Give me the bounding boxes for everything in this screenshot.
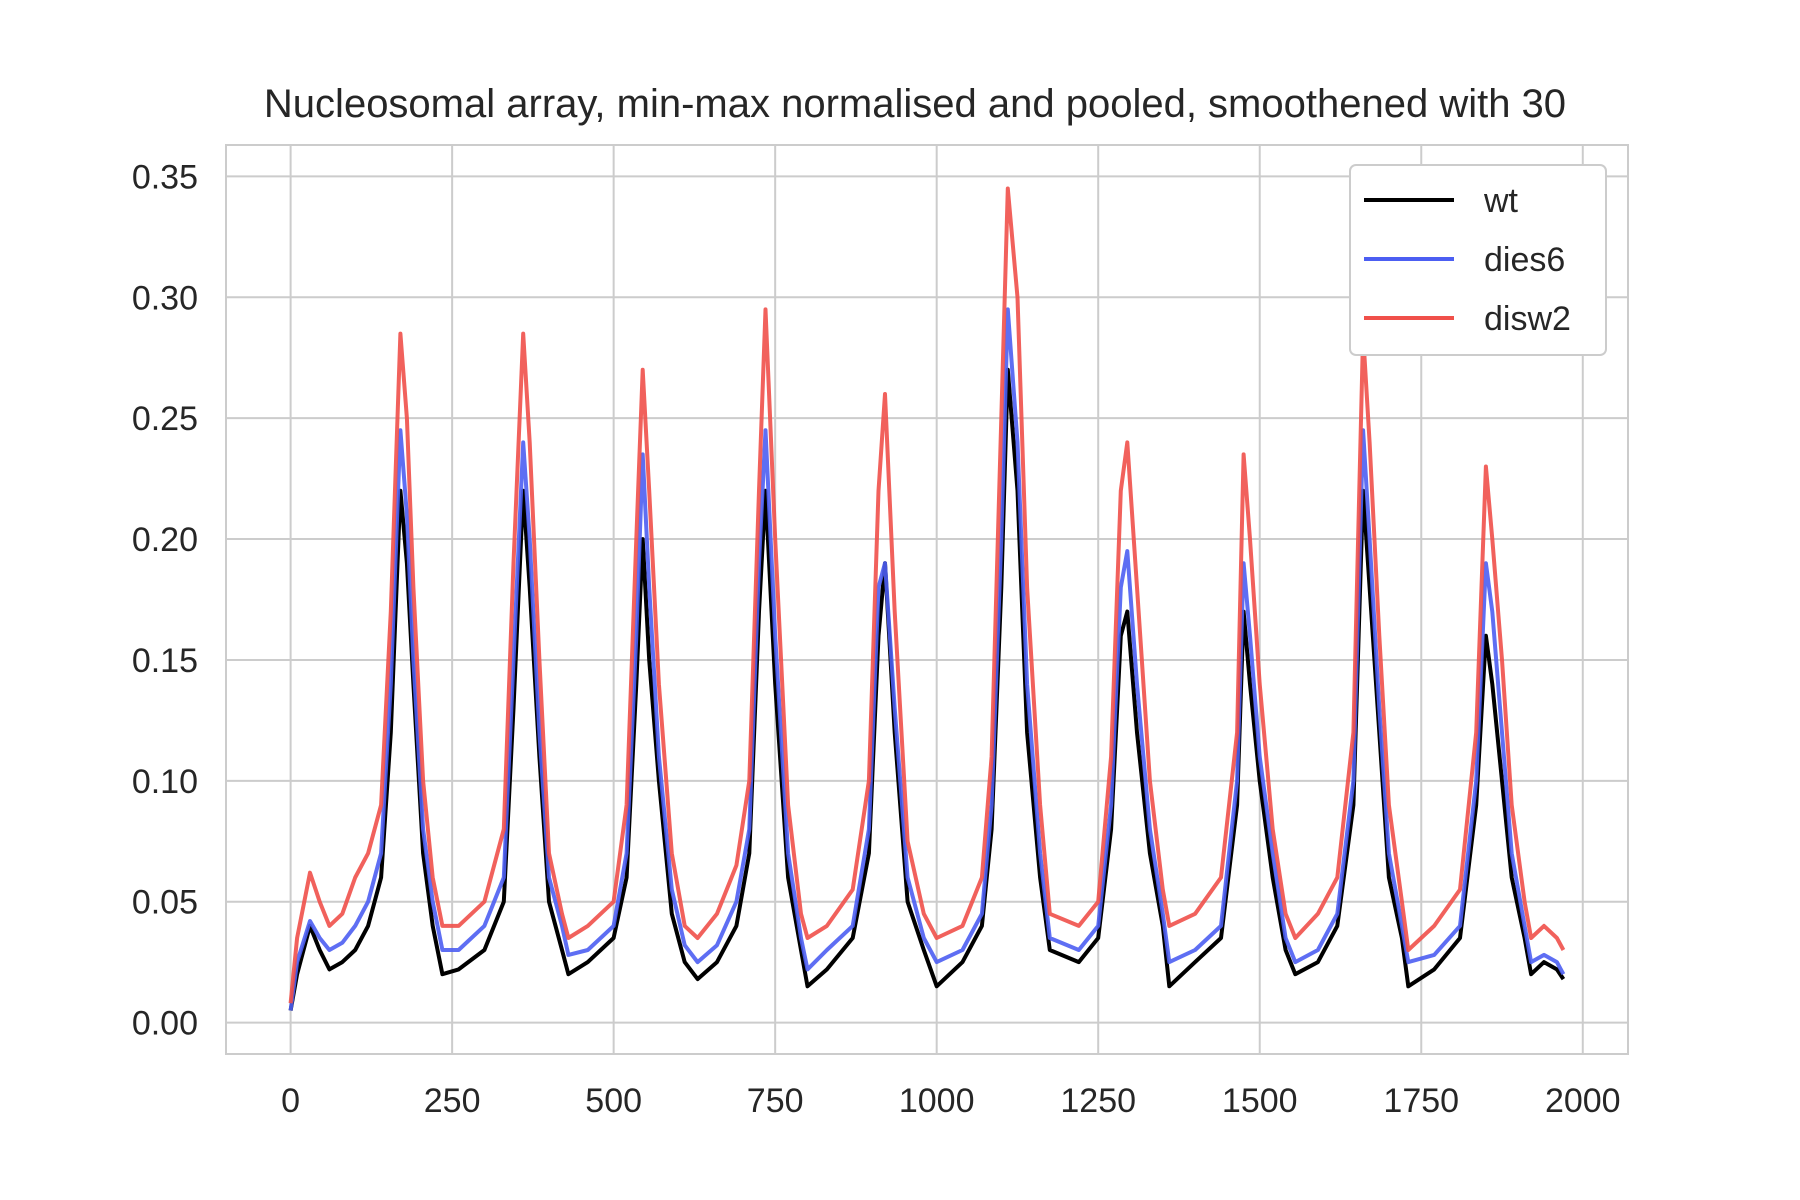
- y-tick-label: 0.30: [132, 279, 198, 317]
- y-axis-ticks: 0.00 0.05 0.10 0.15 0.20 0.25 0.30 0.35: [132, 158, 198, 1042]
- legend-label-wt: wt: [1483, 182, 1519, 220]
- plot-frame: [225, 144, 1629, 1055]
- x-axis-ticks: 0 250 500 750 1000 1250 1500 1750 2000: [281, 1082, 1620, 1120]
- y-tick-label: 0.10: [132, 763, 198, 801]
- x-tick-label: 1750: [1383, 1082, 1459, 1120]
- x-tick-label: 250: [424, 1082, 481, 1120]
- x-tick-label: 0: [281, 1082, 300, 1120]
- x-tick-label: 1250: [1060, 1082, 1136, 1120]
- legend-label-disw2: disw2: [1484, 300, 1571, 338]
- legend-box: [1349, 164, 1607, 356]
- y-tick-label: 0.25: [132, 400, 198, 438]
- chart-title: Nucleosomal array, min-max normalised an…: [264, 82, 1566, 126]
- x-tick-label: 1500: [1222, 1082, 1298, 1120]
- y-tick-label: 0.00: [132, 1005, 198, 1043]
- x-tick-label: 1000: [899, 1082, 975, 1120]
- x-tick-label: 500: [585, 1082, 642, 1120]
- y-tick-label: 0.15: [132, 642, 198, 680]
- x-tick-label: 750: [747, 1082, 804, 1120]
- grid: [226, 145, 1628, 1054]
- legend: wt dies6 disw2: [1349, 164, 1607, 356]
- y-tick-label: 0.05: [132, 884, 198, 922]
- y-tick-label: 0.20: [132, 521, 198, 559]
- x-tick-label: 2000: [1545, 1082, 1621, 1120]
- y-tick-label: 0.35: [132, 158, 198, 196]
- series-line-dies6: [288, 307, 1566, 1011]
- legend-label-dies6: dies6: [1484, 241, 1565, 279]
